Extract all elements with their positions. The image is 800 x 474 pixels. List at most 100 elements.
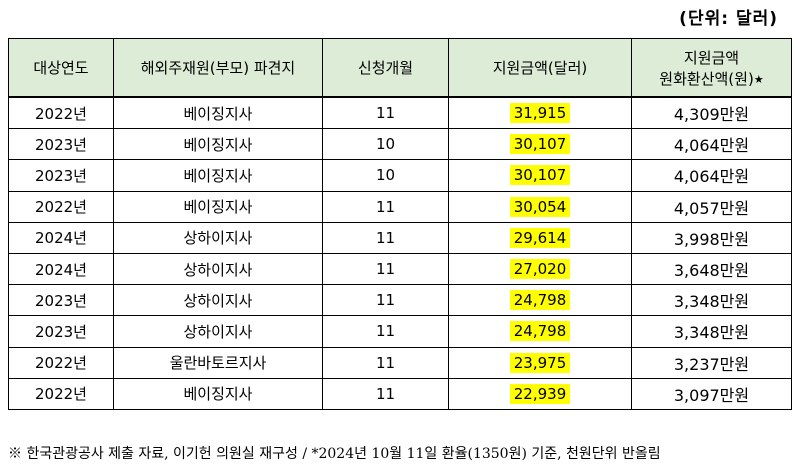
cell-branch-text: 울란바토르지사 [169, 354, 267, 373]
cell-months-text: 11 [375, 353, 396, 372]
cell-amount-krw: 3,348만원 [631, 284, 792, 317]
cell-branch-text: 상하이지사 [183, 291, 253, 310]
cell-year: 2022년 [8, 377, 114, 410]
cell-amount-usd: 22,939 [448, 377, 632, 410]
header-months: 신청개월 [322, 38, 449, 98]
cell-branch: 베이징지사 [113, 159, 323, 192]
cell-amount-krw-text: 3,348만원 [673, 292, 750, 312]
cell-amount-krw: 4,057만원 [631, 190, 792, 223]
cell-amount-usd-text: 22,939 [509, 383, 571, 404]
header-row: 대상연도 해외주재원(부모) 파견지 신청개월 지원금액(달러) 지원금액 원화… [8, 38, 792, 98]
cell-amount-krw: 3,097만원 [631, 377, 792, 410]
table-row: 2023년 상하이지사 11 24,798 3,348만원 [8, 315, 792, 348]
cell-amount-usd: 30,054 [448, 190, 632, 223]
cell-year: 2022년 [8, 190, 114, 223]
cell-year-text: 2024년 [35, 229, 87, 248]
cell-branch: 베이징지사 [113, 128, 323, 161]
cell-amount-krw: 3,648만원 [631, 252, 792, 286]
cell-branch-text: 베이징지사 [183, 166, 253, 185]
table-row: 2022년 베이징지사 11 31,915 4,309만원 [8, 96, 792, 130]
cell-amount-krw-text: 3,237만원 [673, 354, 750, 374]
cell-months-text: 11 [375, 322, 396, 341]
cell-year-text: 2023년 [35, 135, 87, 154]
cell-branch-text: 베이징지사 [183, 198, 253, 217]
cell-amount-krw: 3,998만원 [631, 221, 792, 254]
cell-branch-text: 베이징지사 [183, 135, 253, 154]
cell-year-text: 2022년 [35, 104, 87, 123]
cell-amount-usd: 30,107 [448, 159, 632, 192]
cell-amount-usd-text: 24,798 [509, 290, 571, 311]
cell-year: 2023년 [8, 315, 114, 348]
cell-amount-usd: 29,614 [448, 221, 632, 254]
cell-months: 11 [322, 190, 449, 223]
table-row: 2023년 베이징지사 10 30,107 4,064만원 [8, 159, 792, 192]
cell-year: 2023년 [8, 284, 114, 317]
cell-year-text: 2022년 [35, 198, 87, 217]
cell-months: 11 [322, 221, 449, 254]
support-amount-table: 대상연도 해외주재원(부모) 파견지 신청개월 지원금액(달러) 지원금액 원화… [8, 38, 792, 410]
cell-months-text: 11 [375, 197, 396, 216]
header-amount-usd: 지원금액(달러) [448, 38, 632, 98]
cell-amount-krw-text: 3,648만원 [673, 261, 750, 281]
cell-amount-krw: 4,064만원 [631, 159, 792, 192]
cell-year-text: 2022년 [35, 354, 87, 373]
cell-months: 11 [322, 377, 449, 410]
cell-amount-krw: 4,064만원 [631, 128, 792, 161]
cell-amount-usd-text: 30,054 [509, 196, 571, 217]
cell-amount-usd: 27,020 [448, 252, 632, 286]
cell-year: 2023년 [8, 159, 114, 192]
cell-amount-usd-text: 31,915 [509, 103, 571, 124]
cell-months-text: 10 [375, 166, 396, 185]
cell-year-text: 2022년 [35, 385, 87, 404]
cell-year-text: 2023년 [35, 322, 87, 341]
cell-amount-krw-text: 4,057만원 [673, 198, 750, 218]
cell-months: 11 [322, 96, 449, 130]
cell-year: 2023년 [8, 128, 114, 161]
table-row: 2022년 베이징지사 11 30,054 4,057만원 [8, 190, 792, 223]
header-krw-line2: 원화환산액(원)★ [659, 69, 764, 88]
cell-amount-usd-text: 23,975 [509, 352, 571, 373]
cell-months-text: 10 [375, 135, 396, 154]
cell-branch-text: 베이징지사 [183, 385, 253, 404]
cell-branch: 베이징지사 [113, 377, 323, 410]
unit-note: (단위: 달러) [679, 9, 778, 29]
cell-amount-krw: 3,348만원 [631, 315, 792, 348]
cell-year: 2024년 [8, 221, 114, 254]
cell-branch-text: 베이징지사 [183, 104, 253, 123]
cell-amount-usd: 23,975 [448, 346, 632, 379]
cell-amount-krw: 4,309만원 [631, 96, 792, 130]
table-row: 2022년 울란바토르지사 11 23,975 3,237만원 [8, 346, 792, 379]
cell-amount-krw-text: 4,309만원 [673, 105, 750, 125]
table-body: 2022년 베이징지사 11 31,915 4,309만원 2023년 베이징지사 10 30,… [8, 96, 792, 410]
cell-branch: 베이징지사 [113, 190, 323, 223]
header-amount-krw: 지원금액 원화환산액(원)★ [631, 38, 792, 98]
cell-months: 11 [322, 252, 449, 286]
cell-months-text: 11 [375, 228, 396, 247]
table-row: 2024년 상하이지사 11 27,020 3,648만원 [8, 252, 792, 286]
cell-branch: 울란바토르지사 [113, 346, 323, 379]
cell-branch: 상하이지사 [113, 315, 323, 348]
table-row: 2024년 상하이지사 11 29,614 3,998만원 [8, 221, 792, 254]
cell-amount-usd-text: 24,798 [509, 321, 571, 342]
header-krw-line1: 지원금액 [683, 48, 740, 67]
cell-months: 10 [322, 159, 449, 192]
cell-months-text: 11 [375, 104, 396, 123]
cell-branch: 상하이지사 [113, 221, 323, 254]
cell-months: 11 [322, 284, 449, 317]
cell-year-text: 2023년 [35, 166, 87, 185]
cell-year: 2022년 [8, 346, 114, 379]
footnote: ※ 한국관광공사 제출 자료, 이기헌 의원실 재구성 / *2024년 10월… [8, 446, 661, 462]
cell-amount-krw-text: 4,064만원 [673, 136, 750, 156]
cell-months-text: 11 [375, 291, 396, 310]
header-posting: 해외주재원(부모) 파견지 [113, 38, 323, 98]
cell-amount-usd: 24,798 [448, 284, 632, 317]
cell-year-text: 2024년 [35, 260, 87, 279]
cell-amount-krw-text: 3,097만원 [673, 385, 750, 405]
cell-months-text: 11 [375, 260, 396, 279]
cell-amount-usd-text: 29,614 [509, 227, 571, 248]
cell-branch-text: 상하이지사 [183, 260, 253, 279]
cell-months: 11 [322, 346, 449, 379]
cell-amount-usd: 31,915 [448, 96, 632, 130]
table-row: 2023년 베이징지사 10 30,107 4,064만원 [8, 128, 792, 161]
cell-year: 2024년 [8, 252, 114, 286]
